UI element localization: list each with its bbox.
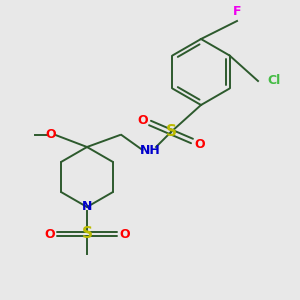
Text: F: F: [233, 5, 241, 18]
Text: S: S: [82, 226, 92, 242]
Text: S: S: [166, 124, 176, 140]
Text: O: O: [44, 227, 55, 241]
Text: Cl: Cl: [267, 74, 280, 88]
Text: O: O: [137, 113, 148, 127]
Text: O: O: [119, 227, 130, 241]
Text: NH: NH: [140, 143, 160, 157]
Text: O: O: [46, 128, 56, 142]
Text: N: N: [82, 200, 92, 214]
Text: O: O: [194, 137, 205, 151]
